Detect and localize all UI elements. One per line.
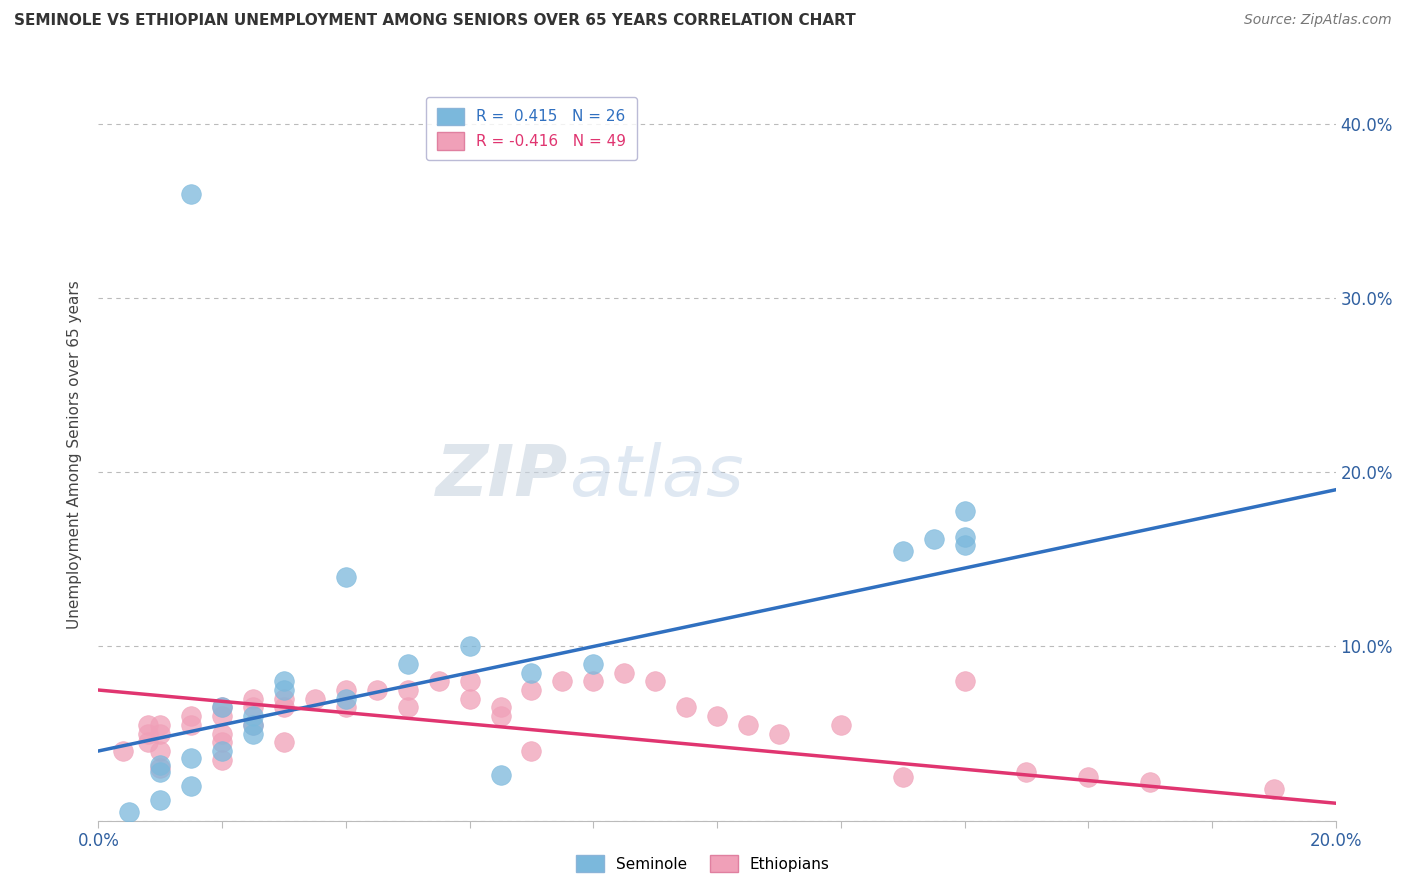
Point bbox=[458, 691, 481, 706]
Point bbox=[118, 805, 141, 819]
Point bbox=[180, 186, 202, 201]
Point bbox=[211, 709, 233, 723]
Point bbox=[520, 683, 543, 698]
Point bbox=[149, 718, 172, 732]
Point bbox=[242, 718, 264, 732]
Point bbox=[136, 718, 159, 732]
Point bbox=[211, 735, 233, 749]
Point bbox=[149, 726, 172, 740]
Point bbox=[273, 700, 295, 714]
Point bbox=[136, 735, 159, 749]
Point bbox=[136, 726, 159, 740]
Point bbox=[211, 700, 233, 714]
Point bbox=[242, 691, 264, 706]
Point bbox=[273, 674, 295, 689]
Point bbox=[706, 709, 728, 723]
Point bbox=[366, 683, 388, 698]
Point bbox=[520, 744, 543, 758]
Point bbox=[1263, 782, 1285, 797]
Point bbox=[768, 726, 790, 740]
Text: Source: ZipAtlas.com: Source: ZipAtlas.com bbox=[1244, 13, 1392, 28]
Point bbox=[396, 657, 419, 671]
Point bbox=[211, 753, 233, 767]
Point bbox=[489, 709, 512, 723]
Point bbox=[953, 530, 976, 544]
Point bbox=[891, 770, 914, 784]
Point bbox=[922, 532, 945, 546]
Point bbox=[427, 674, 450, 689]
Point bbox=[211, 700, 233, 714]
Point bbox=[1015, 764, 1038, 779]
Point bbox=[149, 744, 172, 758]
Point bbox=[242, 709, 264, 723]
Text: ZIP: ZIP bbox=[436, 442, 568, 511]
Point bbox=[273, 691, 295, 706]
Point bbox=[335, 683, 357, 698]
Point bbox=[520, 665, 543, 680]
Point bbox=[335, 570, 357, 584]
Point bbox=[1077, 770, 1099, 784]
Point bbox=[489, 768, 512, 782]
Point bbox=[551, 674, 574, 689]
Point bbox=[149, 793, 172, 807]
Legend: R =  0.415   N = 26, R = -0.416   N = 49: R = 0.415 N = 26, R = -0.416 N = 49 bbox=[426, 97, 637, 161]
Point bbox=[582, 674, 605, 689]
Point bbox=[273, 683, 295, 698]
Point bbox=[149, 764, 172, 779]
Text: SEMINOLE VS ETHIOPIAN UNEMPLOYMENT AMONG SENIORS OVER 65 YEARS CORRELATION CHART: SEMINOLE VS ETHIOPIAN UNEMPLOYMENT AMONG… bbox=[14, 13, 856, 29]
Point bbox=[242, 718, 264, 732]
Text: atlas: atlas bbox=[568, 442, 744, 511]
Point bbox=[891, 543, 914, 558]
Point bbox=[1139, 775, 1161, 789]
Point bbox=[211, 744, 233, 758]
Point bbox=[953, 539, 976, 553]
Point bbox=[180, 751, 202, 765]
Point bbox=[242, 700, 264, 714]
Point bbox=[112, 744, 135, 758]
Point bbox=[458, 640, 481, 654]
Legend: Seminole, Ethiopians: Seminole, Ethiopians bbox=[568, 847, 838, 880]
Point bbox=[242, 726, 264, 740]
Point bbox=[180, 779, 202, 793]
Point bbox=[953, 503, 976, 517]
Point bbox=[273, 735, 295, 749]
Point bbox=[396, 700, 419, 714]
Y-axis label: Unemployment Among Seniors over 65 years: Unemployment Among Seniors over 65 years bbox=[67, 281, 83, 629]
Point bbox=[675, 700, 697, 714]
Point bbox=[644, 674, 666, 689]
Point bbox=[211, 726, 233, 740]
Point bbox=[180, 718, 202, 732]
Point bbox=[304, 691, 326, 706]
Point bbox=[830, 718, 852, 732]
Point bbox=[953, 674, 976, 689]
Point bbox=[180, 709, 202, 723]
Point bbox=[582, 657, 605, 671]
Point bbox=[613, 665, 636, 680]
Point bbox=[396, 683, 419, 698]
Point bbox=[149, 761, 172, 775]
Point bbox=[335, 700, 357, 714]
Point bbox=[489, 700, 512, 714]
Point bbox=[335, 691, 357, 706]
Point bbox=[149, 758, 172, 772]
Point bbox=[458, 674, 481, 689]
Point bbox=[737, 718, 759, 732]
